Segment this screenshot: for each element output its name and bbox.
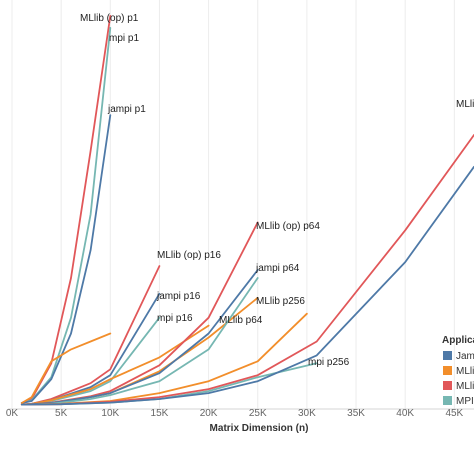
annotations: MLlib (op) p1 mpi p1 jampi p1 MLlib (op) p1… bbox=[80, 13, 474, 368]
series-line-4 bbox=[20, 265, 161, 406]
x-tick-label: 25K bbox=[249, 408, 267, 419]
x-tick-label: 15K bbox=[151, 408, 169, 419]
x-tick-labels: 0K 5K 10K 15K 20K 25K 30K 35K 40K 45K bbox=[6, 408, 464, 419]
annotation-label: MLlib (op) p64 bbox=[256, 221, 320, 232]
legend-swatch bbox=[443, 366, 452, 375]
series-line-14 bbox=[20, 134, 474, 406]
annotation-label: MLlib p256 bbox=[256, 296, 305, 307]
x-tick-label: 35K bbox=[347, 408, 365, 419]
x-tick-label: 5K bbox=[55, 408, 68, 419]
annotation-label: MLli bbox=[456, 99, 474, 110]
annotation-label: jampi p16 bbox=[156, 291, 201, 302]
legend-swatch bbox=[443, 351, 452, 360]
x-tick-label: 45K bbox=[445, 408, 463, 419]
x-tick-label: 40K bbox=[396, 408, 414, 419]
series-line-8 bbox=[20, 221, 259, 406]
annotation-label: MLlib (op) p1 bbox=[80, 13, 139, 24]
annotation-label: jampi p1 bbox=[107, 104, 146, 115]
gridlines bbox=[11, 0, 455, 409]
legend: Applica Jam MLli MLli MPI bbox=[442, 335, 474, 407]
series-line-3 bbox=[20, 332, 112, 404]
series-line-9 bbox=[20, 296, 259, 406]
series-line-12 bbox=[20, 312, 308, 406]
legend-swatch bbox=[443, 396, 452, 405]
x-axis-label: Matrix Dimension (n) bbox=[210, 423, 309, 434]
series-layer bbox=[20, 14, 474, 406]
annotation-label: mpi p256 bbox=[308, 357, 350, 368]
series-line-15 bbox=[20, 165, 474, 406]
annotation-label: mpi p16 bbox=[157, 313, 193, 324]
legend-label: Jam bbox=[456, 351, 474, 362]
x-tick-label: 30K bbox=[298, 408, 316, 419]
annotation-label: MLlib (op) p16 bbox=[157, 250, 221, 261]
x-tick-label: 10K bbox=[101, 408, 119, 419]
annotation-label: mpi p1 bbox=[109, 33, 139, 44]
legend-swatch bbox=[443, 381, 452, 390]
legend-label: MLli bbox=[456, 366, 474, 377]
legend-title: Applica bbox=[442, 335, 474, 346]
series-line-6 bbox=[20, 316, 161, 406]
series-line-0 bbox=[20, 14, 112, 404]
legend-label: MPI bbox=[456, 396, 474, 407]
x-tick-label: 20K bbox=[200, 408, 218, 419]
annotation-label: jampi p64 bbox=[255, 263, 300, 274]
x-tick-label: 0K bbox=[6, 408, 19, 419]
annotation-label: MLlib p64 bbox=[219, 315, 263, 326]
legend-label: MLli bbox=[456, 381, 474, 392]
